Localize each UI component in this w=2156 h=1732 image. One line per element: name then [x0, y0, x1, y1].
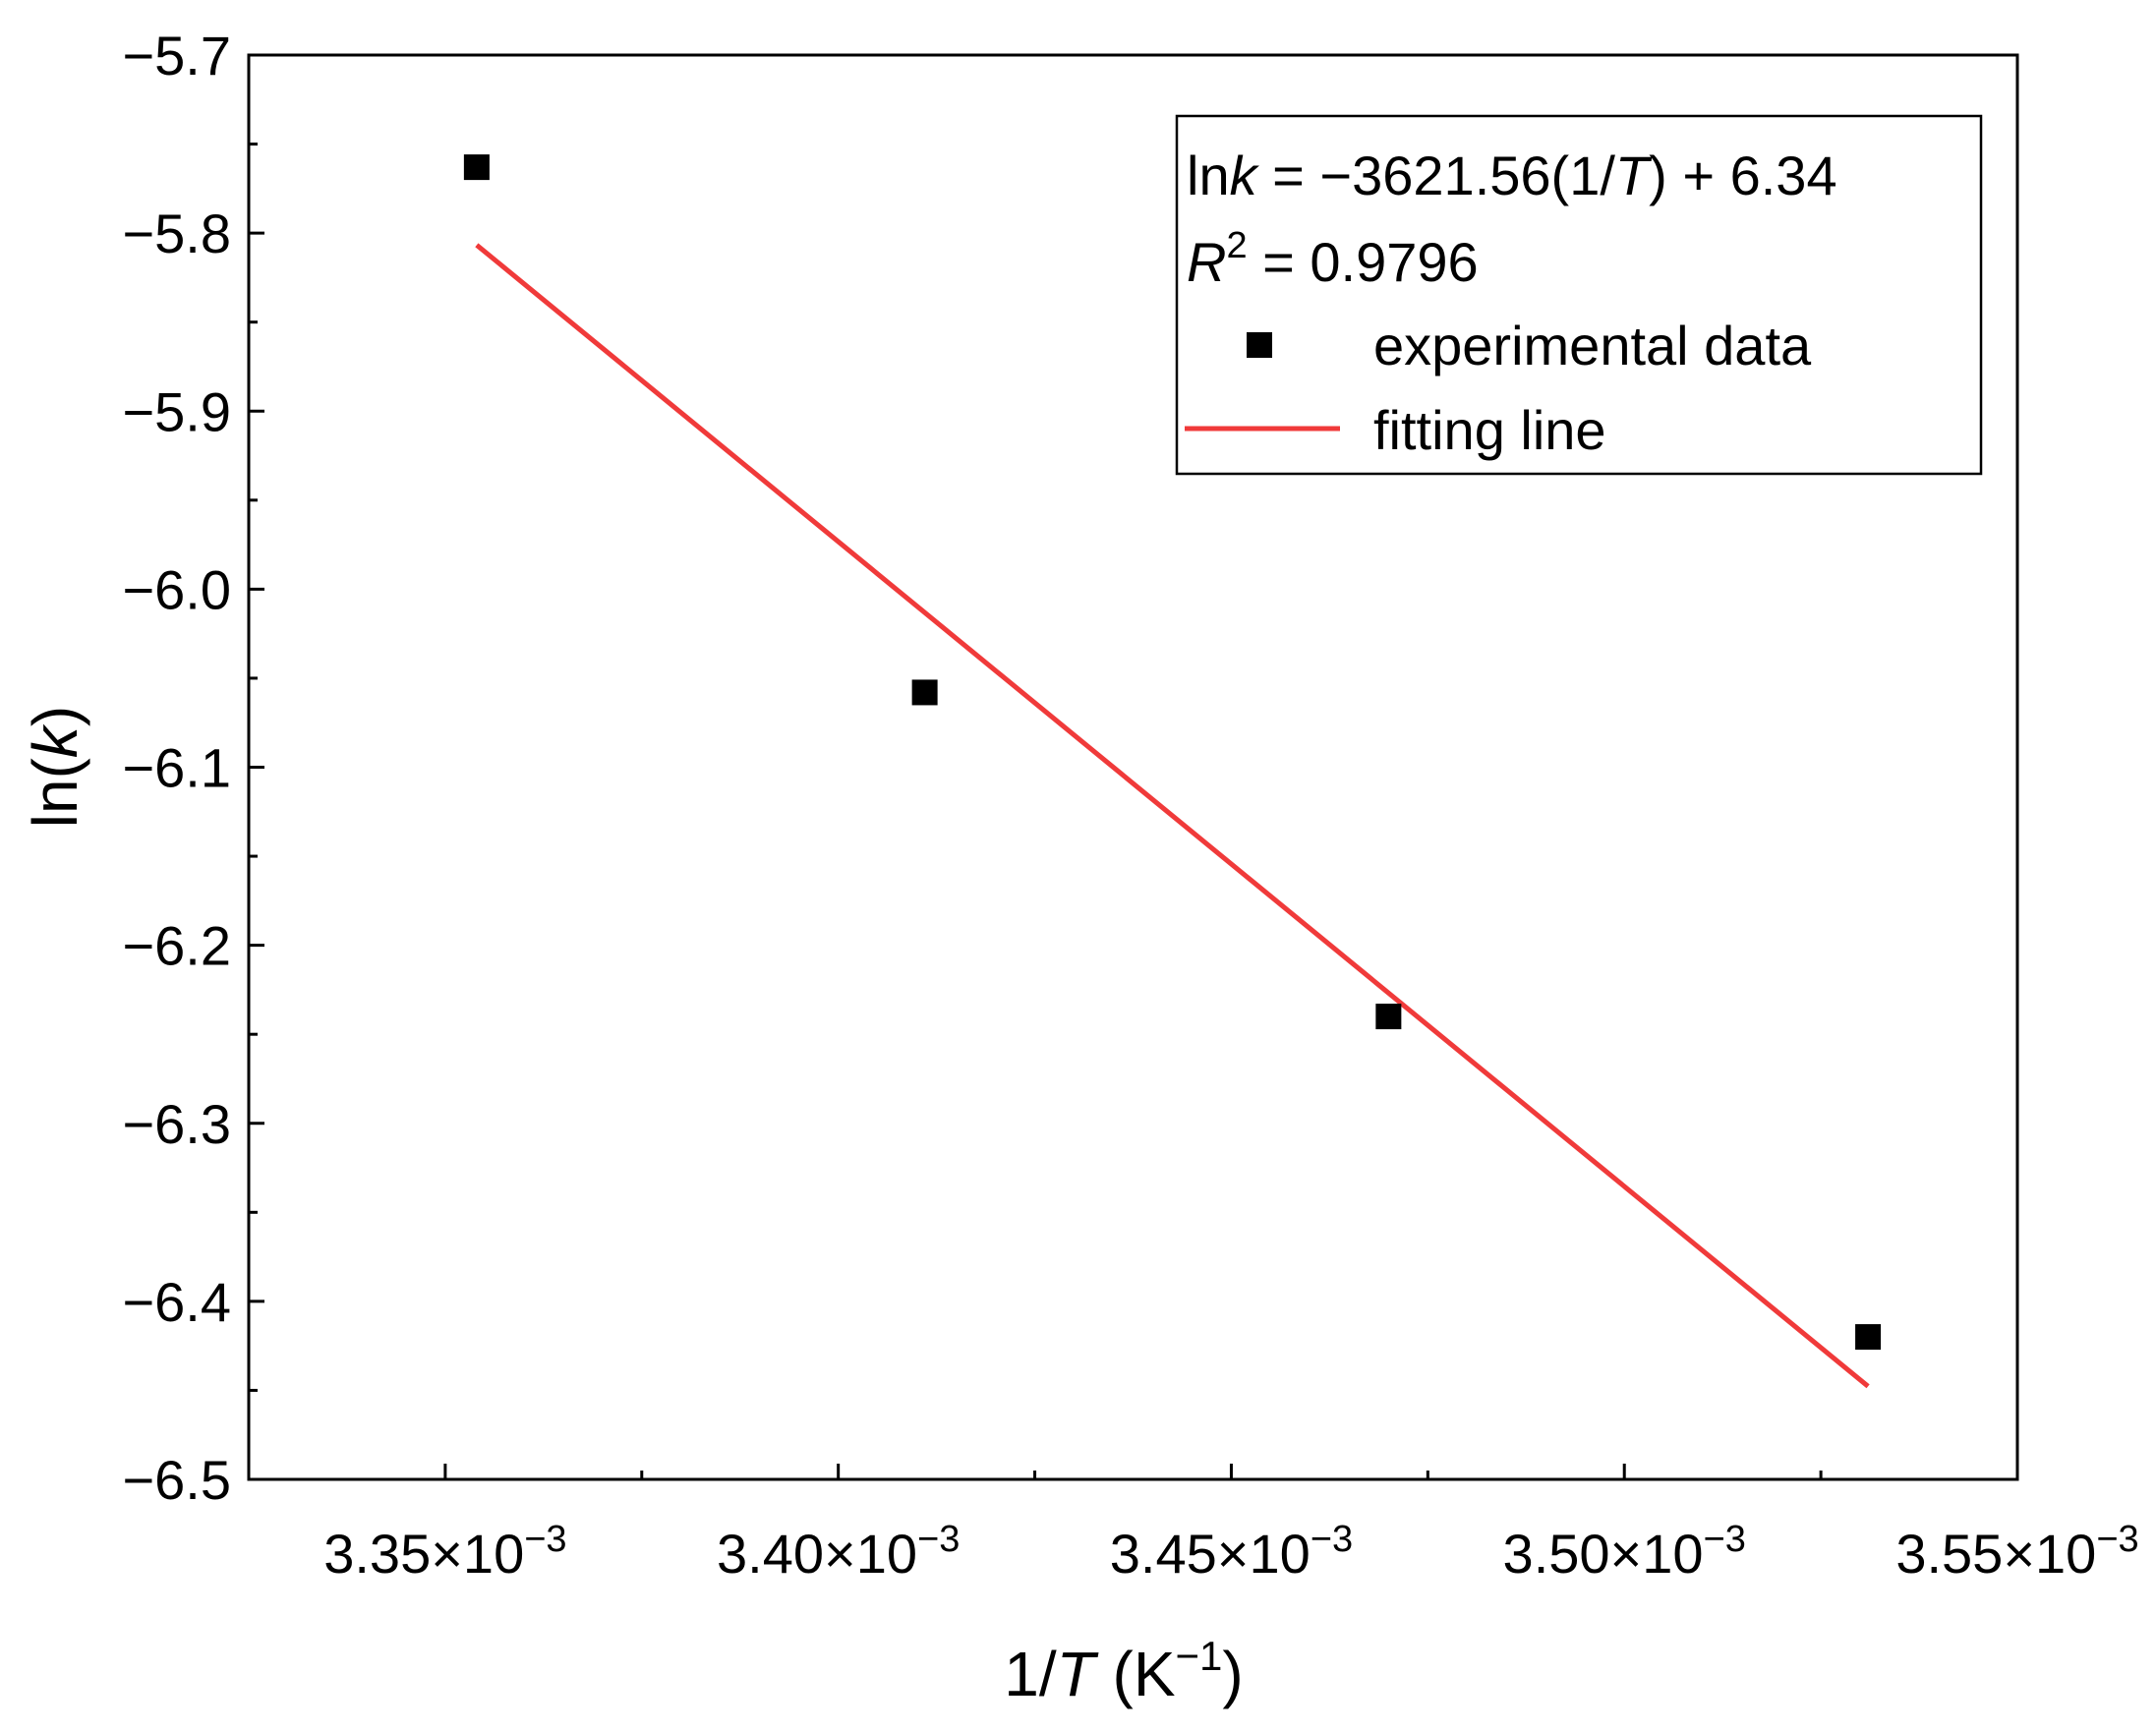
x-tick-times: ×10 — [824, 1523, 917, 1585]
fit-equation-k: k — [1230, 144, 1260, 206]
legend-label-experimental: experimental data — [1373, 315, 1812, 376]
x-tick-label: 3.45×10−3 — [1110, 1519, 1353, 1585]
x-tick-label: 3.35×10−3 — [323, 1519, 566, 1585]
plot-frame — [247, 53, 2019, 1481]
data-point — [1375, 1004, 1402, 1030]
x-tick-mantissa: 3.40 — [717, 1523, 824, 1585]
x-tick-times: ×10 — [431, 1523, 524, 1585]
r-squared-sup: 2 — [1226, 225, 1247, 266]
x-tick-exponent: −3 — [2096, 1519, 2138, 1560]
fit-equation-end: ) + 6.34 — [1649, 144, 1836, 206]
x-axis-title-t: T — [1057, 1639, 1099, 1709]
x-tick-mantissa: 3.55 — [1895, 1523, 2003, 1585]
legend: lnk = −3621.56(1/T) + 6.34 R2 = 0.9796 e… — [1175, 114, 1983, 476]
y-axis-title-k: k — [20, 723, 90, 758]
x-tick-exponent: −3 — [1311, 1519, 1353, 1560]
x-tick-times: ×10 — [1610, 1523, 1704, 1585]
x-tick-mantissa: 3.35 — [323, 1523, 431, 1585]
fit-equation-t: T — [1615, 144, 1653, 206]
y-axis-title-prefix: ln( — [20, 758, 90, 828]
legend-label-fitting: fitting line — [1373, 399, 1606, 461]
x-axis-title: 1/T (K−1) — [1004, 1633, 1243, 1709]
r-squared: R2 = 0.9796 — [1187, 225, 1479, 293]
legend-marker-square — [1247, 332, 1272, 358]
x-axis-title-unit: (K — [1095, 1639, 1176, 1709]
x-axis-title-close: ) — [1222, 1639, 1243, 1709]
ticks-layer: −5.7 −5.8 −5.9 −6.0 −6.1 −6.2 −6.3 −6.4 −6.5 3.35… — [122, 25, 2138, 1585]
fit-line — [475, 243, 1870, 1389]
x-tick-exponent: −3 — [524, 1519, 566, 1560]
y-tick-label: −6.0 — [122, 558, 231, 620]
fit-equation-mid: = −3621.56(1/ — [1257, 144, 1616, 206]
x-tick-label: 3.40×10−3 — [717, 1519, 960, 1585]
x-tick-label: 3.50×10−3 — [1503, 1519, 1746, 1585]
x-tick-times: ×10 — [2003, 1523, 2096, 1585]
y-tick-label: −5.9 — [122, 380, 231, 442]
x-tick-times: ×10 — [1217, 1523, 1311, 1585]
y-tick-label: −6.3 — [122, 1093, 231, 1155]
x-axis-title-prefix: 1/ — [1004, 1639, 1057, 1709]
x-axis-title-sup: −1 — [1176, 1633, 1223, 1679]
y-tick-label: −5.8 — [122, 202, 231, 264]
fit-equation-ln: ln — [1187, 144, 1230, 206]
y-tick-label: −6.1 — [122, 737, 231, 799]
x-tick-mantissa: 3.45 — [1110, 1523, 1217, 1585]
data-point — [1855, 1324, 1882, 1351]
y-axis-title: ln(k) — [20, 706, 90, 828]
points-layer — [463, 154, 1882, 1351]
r-squared-rest: = 0.9796 — [1248, 231, 1479, 293]
fit-layer — [475, 243, 1870, 1389]
fit-equation: lnk = −3621.56(1/T) + 6.34 — [1187, 144, 1837, 206]
data-point — [911, 679, 938, 706]
x-tick-exponent: −3 — [917, 1519, 960, 1560]
y-tick-label: −6.4 — [122, 1271, 231, 1333]
y-tick-label: −6.2 — [122, 915, 231, 977]
x-tick-label: 3.55×10−3 — [1895, 1519, 2138, 1585]
y-tick-label: −6.5 — [122, 1449, 231, 1511]
x-tick-mantissa: 3.50 — [1503, 1523, 1610, 1585]
data-point — [463, 154, 490, 181]
y-axis-title-suffix: ) — [20, 706, 90, 726]
legend-box — [1175, 114, 1983, 476]
y-tick-label: −5.7 — [122, 25, 231, 87]
r-squared-r: R — [1187, 231, 1226, 293]
x-tick-exponent: −3 — [1704, 1519, 1746, 1560]
